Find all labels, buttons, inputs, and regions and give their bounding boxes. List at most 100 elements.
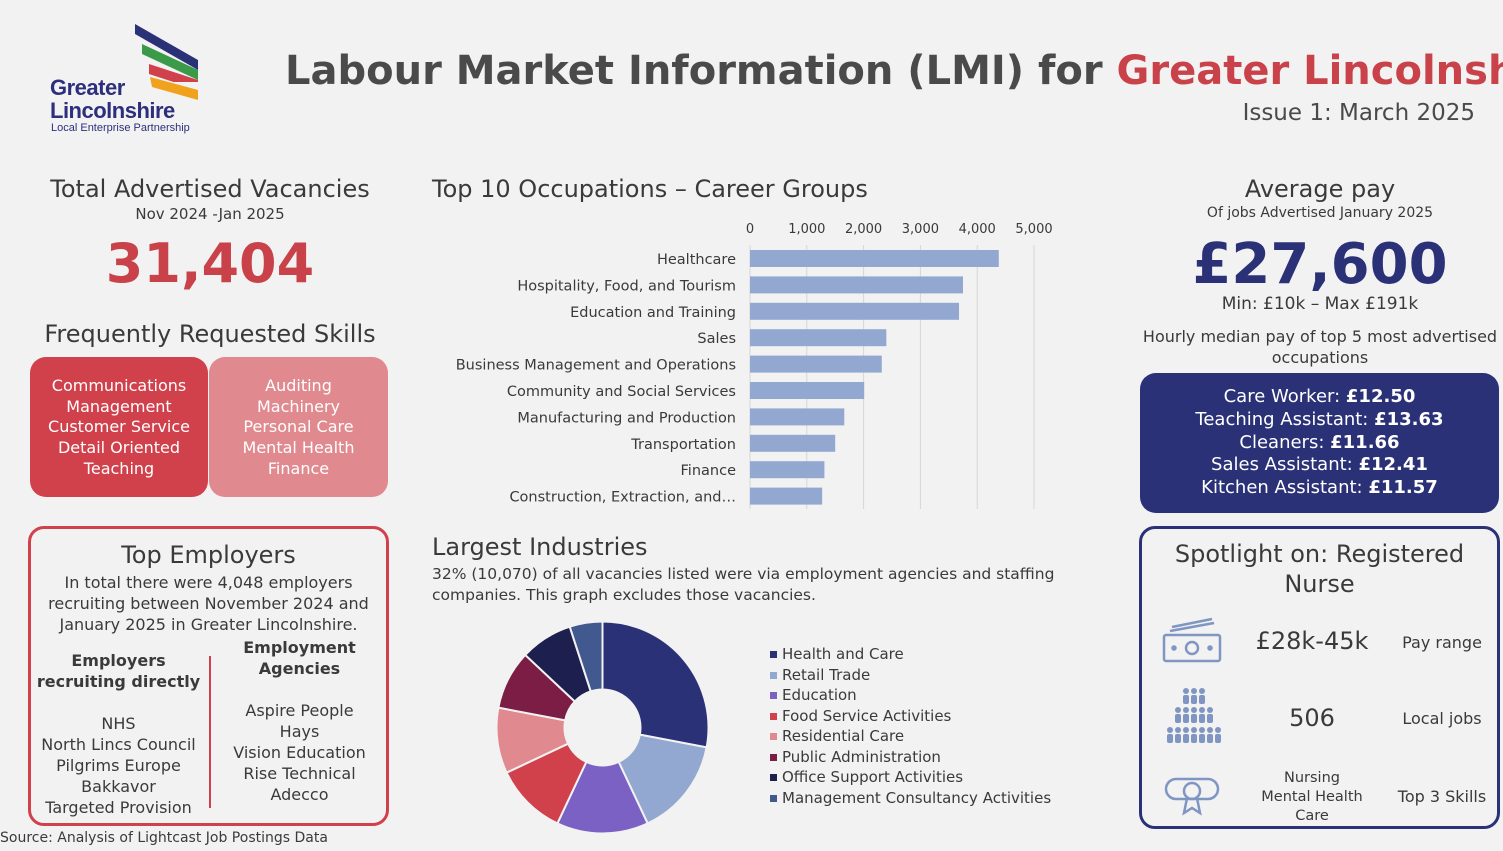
logo-mark: [135, 24, 198, 82]
list-item: Adecco: [270, 785, 329, 804]
x-tick-label: 3,000: [902, 222, 939, 237]
list-item: Rise Technical: [243, 764, 356, 783]
legend-item: Health and Care: [770, 645, 1090, 666]
occupations-chart-svg: 0 1,000 2,000 3,000 4,000 5,000 Healthcare Hosp…: [456, 222, 1053, 509]
column-divider: [209, 656, 211, 808]
donut-chart-svg: [495, 620, 710, 835]
industries-title: Largest Industries: [432, 533, 648, 561]
category-label: Hospitality, Food, and Tourism: [517, 278, 736, 294]
employers-description: In total there were 4,048 employers recr…: [48, 573, 369, 634]
legend-item: Food Service Activities: [770, 707, 1090, 728]
skills-title: Frequently Requested Skills: [44, 320, 376, 348]
skill-item: Teaching: [83, 458, 155, 478]
page-title: Labour Market Information (LMI) for Grea…: [285, 48, 1503, 94]
x-tick-label: 1,000: [788, 222, 825, 237]
spotlight-skills-list: Nursing Mental Health Care: [1242, 769, 1382, 826]
spotlight-jobs-value: 506: [1289, 704, 1335, 732]
bar: [750, 408, 845, 426]
category-label: Construction, Extraction, and…: [509, 490, 736, 506]
list-item: Bakkavor: [81, 777, 156, 796]
hourly-pay-row: Cleaners: £11.66: [1239, 431, 1400, 453]
hourly-pay-row: Sales Assistant: £12.41: [1211, 454, 1428, 476]
vacancies-total: 31,404: [105, 232, 315, 295]
legend-swatch: [770, 753, 777, 761]
employers-title: Top Employers: [121, 541, 296, 569]
legend-item: Office Support Activities: [770, 768, 1090, 789]
direct-employers-list: NHS North Lincs Council Pilgrims Europe …: [31, 713, 206, 818]
occupations-bar-chart: 0 1,000 2,000 3,000 4,000 5,000 Healthcare Hosp…: [430, 215, 1090, 515]
category-label: Transportation: [630, 437, 736, 453]
bar: [750, 250, 999, 267]
average-pay-title: Average pay: [1244, 175, 1396, 203]
list-item: Vision Education: [233, 743, 366, 762]
donut-slice: [601, 620, 710, 749]
bar: [750, 329, 887, 347]
legend-label: Food Service Activities: [782, 706, 952, 725]
donut-slice: [568, 620, 604, 693]
spotlight-title: Spotlight on: Registered Nurse: [1174, 540, 1465, 598]
skill-item: Personal Care: [243, 417, 354, 437]
legend-swatch: [770, 651, 777, 658]
legend-swatch: [770, 712, 777, 720]
legend-item: Residential Care: [770, 727, 1090, 748]
legend-label: Residential Care: [782, 727, 905, 745]
industries-donut-chart: [490, 615, 715, 840]
legend-label: Management Consultancy Activities: [782, 788, 1052, 807]
bar: [750, 355, 882, 373]
bar: [750, 276, 963, 294]
occupations-title: Top 10 Occupations – Career Groups: [432, 175, 868, 203]
list-item: Targeted Provision: [45, 798, 192, 817]
average-pay-value: £27,600: [1192, 232, 1448, 297]
list-item: NHS: [101, 714, 136, 733]
skill-item: Machinery: [256, 396, 341, 416]
pay-range: Min: £10k – Max £191k: [1221, 294, 1419, 314]
vacancies-title: Total Advertised Vacancies: [50, 175, 370, 203]
industries-description: 32% (10,070) of all vacancies listed wer…: [432, 565, 1055, 604]
legend-swatch: [770, 774, 777, 781]
title-highlight: Greater Lincolnshire: [1116, 48, 1503, 94]
title-main: Labour Market Information (LMI) for: [285, 48, 1117, 94]
issue-label: Issue 1: March 2025: [1242, 100, 1475, 126]
legend-item: Management Consultancy Activities: [770, 789, 1090, 810]
bar: [750, 434, 836, 452]
list-item: Hays: [279, 722, 320, 741]
category-label: Sales: [697, 331, 736, 347]
spotlight-jobs-label: Local jobs: [1402, 709, 1482, 728]
legend-item: Public Administration: [770, 748, 1090, 769]
agencies-list: Aspire People Hays Vision Education Rise…: [213, 700, 386, 805]
vacancies-period: Nov 2024 -Jan 2025: [135, 205, 285, 223]
legend-item: Retail Trade: [770, 666, 1090, 687]
hourly-pay-row: Care Worker: £12.50: [1223, 386, 1416, 407]
category-label: Community and Social Services: [507, 384, 736, 400]
top-employers-panel: Top Employers In total there were 4,048 …: [28, 526, 389, 826]
bar: [750, 487, 823, 505]
skills-box-secondary: Auditing Machinery Personal Care Mental …: [209, 357, 388, 497]
legend-label: Health and Care: [782, 645, 904, 663]
hourly-pay-panel: Care Worker: £12.50 Teaching Assistant: …: [1140, 373, 1499, 513]
list-item: Aspire People: [245, 701, 354, 720]
hourly-pay-row: Teaching Assistant: £13.63: [1195, 408, 1444, 430]
category-label: Education and Training: [570, 305, 736, 321]
certificate-icon: [1160, 773, 1224, 823]
logo-line-3: Local Enterprise Partnership: [51, 122, 190, 134]
skill-item: Finance: [267, 458, 330, 478]
legend-swatch: [770, 692, 777, 699]
bar: [750, 302, 960, 320]
spotlight-pay-label: Pay range: [1402, 633, 1482, 652]
bar: [750, 382, 865, 399]
category-label: Manufacturing and Production: [517, 410, 736, 426]
category-label: Healthcare: [657, 252, 736, 268]
category-label: Finance: [681, 463, 737, 479]
legend-swatch: [770, 671, 777, 679]
legend-label: Office Support Activities: [782, 768, 964, 786]
logo-line-1: Greater: [50, 75, 125, 100]
legend-label: Public Administration: [782, 747, 941, 766]
hourly-pay-row: Kitchen Assistant: £11.57: [1201, 477, 1438, 499]
direct-employers-heading: Employers recruiting directly: [36, 651, 201, 691]
money-icon: [1160, 617, 1224, 667]
skill-item: Nursing: [1284, 770, 1340, 786]
skill-item: Care: [1295, 808, 1329, 824]
industries-legend: Health and Care Retail Trade Education Food…: [770, 645, 1090, 809]
spotlight-panel: Spotlight on: Registered Nurse £28k-45k …: [1139, 526, 1500, 829]
legend-label: Education: [782, 686, 857, 704]
